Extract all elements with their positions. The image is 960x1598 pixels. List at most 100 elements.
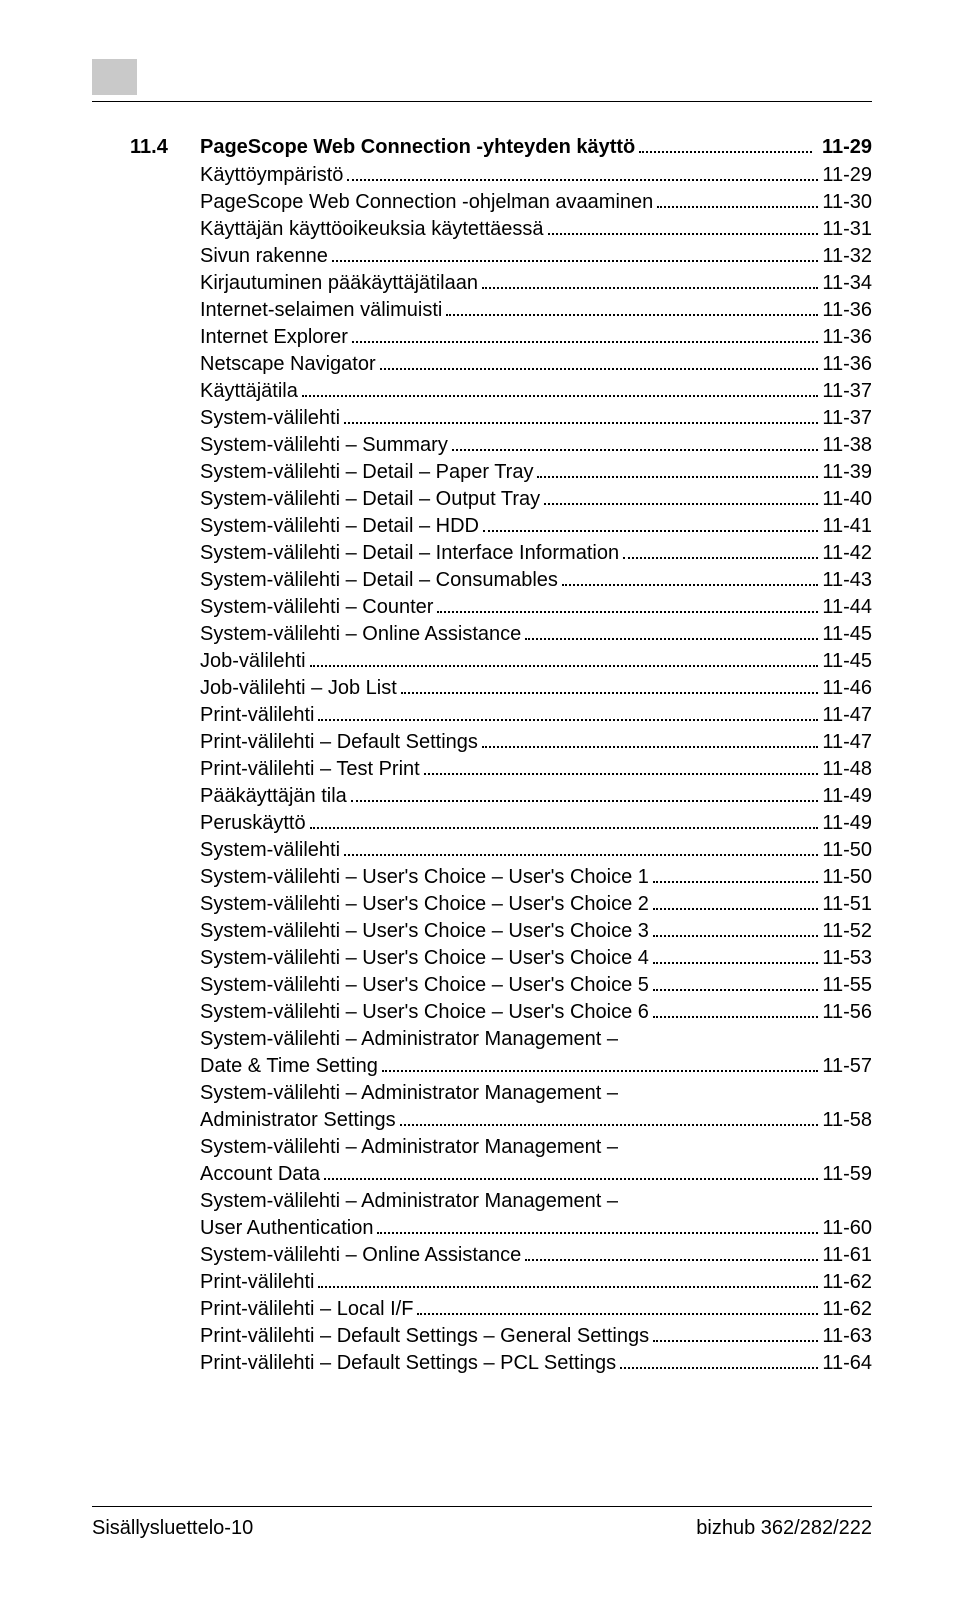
toc-entry-page: 11-29 bbox=[822, 162, 872, 189]
toc-entry-title: Pääkäyttäjän tila bbox=[200, 783, 347, 810]
toc-entry-title: System-välilehti – User's Choice – User'… bbox=[200, 945, 649, 972]
toc-entry-title: Print-välilehti bbox=[200, 1269, 314, 1296]
toc-entry-page: 11-46 bbox=[822, 675, 872, 702]
toc-entry: PageScope Web Connection -ohjelman avaam… bbox=[200, 189, 872, 216]
toc-entry: System-välilehti – Administrator Managem… bbox=[200, 1188, 872, 1242]
toc-entry-title: Netscape Navigator bbox=[200, 351, 376, 378]
toc-entry: System-välilehti – Online Assistance 11-… bbox=[200, 1242, 872, 1269]
toc-entry-page: 11-50 bbox=[822, 864, 872, 891]
toc-entry-page: 11-34 bbox=[822, 270, 872, 297]
footer-left: Sisällysluettelo-10 bbox=[92, 1517, 253, 1540]
toc-entry: Käyttäjätila 11-37 bbox=[200, 378, 872, 405]
toc-entry: Job-välilehti 11-45 bbox=[200, 648, 872, 675]
toc-entry-title: System-välilehti – User's Choice – User'… bbox=[200, 999, 649, 1026]
toc-entry-title: Käyttäjän käyttöoikeuksia käytettäessä bbox=[200, 216, 544, 243]
toc-entry-title: System-välilehti – Detail – Paper Tray bbox=[200, 459, 533, 486]
toc-entry-title-line1: System-välilehti – Administrator Managem… bbox=[200, 1134, 872, 1161]
toc-entry: Sivun rakenne 11-32 bbox=[200, 243, 872, 270]
toc-entry: System-välilehti 11-37 bbox=[200, 405, 872, 432]
toc-entry: Käyttäjän käyttöoikeuksia käytettäessä 1… bbox=[200, 216, 872, 243]
toc-entry-page: 11-36 bbox=[822, 351, 872, 378]
toc-entry-title: Internet-selaimen välimuisti bbox=[200, 297, 442, 324]
toc-entry-title: System-välilehti – Detail – Output Tray bbox=[200, 486, 540, 513]
toc-entry-title-line2: Date & Time Setting bbox=[200, 1053, 378, 1080]
toc-entry-page: 11-57 bbox=[822, 1053, 872, 1080]
toc-entry: Print-välilehti – Default Settings – Gen… bbox=[200, 1323, 872, 1350]
toc-entry-page: 11-41 bbox=[822, 513, 872, 540]
header-accent-block bbox=[92, 59, 137, 95]
toc-entry-title-line2: Account Data bbox=[200, 1161, 320, 1188]
toc-entry: Print-välilehti 11-47 bbox=[200, 702, 872, 729]
toc-content: 11.4PageScope Web Connection -yhteyden k… bbox=[130, 136, 872, 1377]
toc-entry-title: System-välilehti – Counter bbox=[200, 594, 433, 621]
toc-entry-title: Print-välilehti bbox=[200, 702, 314, 729]
toc-entry: Print-välilehti – Test Print 11-48 bbox=[200, 756, 872, 783]
toc-entry-title: Käyttäjätila bbox=[200, 378, 298, 405]
toc-entry-page: 11-51 bbox=[822, 891, 872, 918]
toc-entry-page: 11-31 bbox=[822, 216, 872, 243]
toc-entry-page: 11-36 bbox=[822, 324, 872, 351]
section-page: 11-29 bbox=[822, 136, 872, 159]
toc-entry-title: System-välilehti – Summary bbox=[200, 432, 448, 459]
toc-entry: System-välilehti – User's Choice – User'… bbox=[200, 864, 872, 891]
toc-entry-title: Kirjautuminen pääkäyttäjätilaan bbox=[200, 270, 478, 297]
toc-entry-page: 11-47 bbox=[822, 702, 872, 729]
toc-entry-page: 11-62 bbox=[822, 1269, 872, 1296]
toc-entry: System-välilehti – User's Choice – User'… bbox=[200, 918, 872, 945]
toc-entry-title: System-välilehti – User's Choice – User'… bbox=[200, 864, 649, 891]
toc-entry: System-välilehti – Detail – Output Tray … bbox=[200, 486, 872, 513]
toc-entry-title: Print-välilehti – Test Print bbox=[200, 756, 420, 783]
toc-entry: System-välilehti – Detail – Consumables … bbox=[200, 567, 872, 594]
toc-entry: Käyttöympäristö 11-29 bbox=[200, 162, 872, 189]
toc-entry-title-line2: Administrator Settings bbox=[200, 1107, 396, 1134]
toc-entry-title: PageScope Web Connection -ohjelman avaam… bbox=[200, 189, 653, 216]
footer-right: bizhub 362/282/222 bbox=[696, 1517, 872, 1540]
toc-entry: Internet-selaimen välimuisti 11-36 bbox=[200, 297, 872, 324]
toc-entry-title: Peruskäyttö bbox=[200, 810, 306, 837]
toc-entry-page: 11-32 bbox=[822, 243, 872, 270]
toc-entry: Job-välilehti – Job List 11-46 bbox=[200, 675, 872, 702]
toc-entry-title: Print-välilehti – Default Settings – PCL… bbox=[200, 1350, 616, 1377]
toc-entry-page: 11-61 bbox=[822, 1242, 872, 1269]
toc-entry-page: 11-48 bbox=[822, 756, 872, 783]
toc-entry-title: System-välilehti – Online Assistance bbox=[200, 1242, 521, 1269]
toc-entry-page: 11-37 bbox=[822, 378, 872, 405]
toc-entry: System-välilehti – Detail – Paper Tray 1… bbox=[200, 459, 872, 486]
toc-entry-title: Internet Explorer bbox=[200, 324, 348, 351]
toc-entry: System-välilehti – User's Choice – User'… bbox=[200, 972, 872, 999]
toc-entry-title: System-välilehti – Detail – Consumables bbox=[200, 567, 558, 594]
toc-entry-title: System-välilehti – User's Choice – User'… bbox=[200, 918, 649, 945]
toc-entry-page: 11-53 bbox=[822, 945, 872, 972]
toc-entry: Pääkäyttäjän tila 11-49 bbox=[200, 783, 872, 810]
toc-entry-page: 11-43 bbox=[822, 567, 872, 594]
toc-entry-page: 11-36 bbox=[822, 297, 872, 324]
toc-entry-title: System-välilehti – Online Assistance bbox=[200, 621, 521, 648]
toc-entry: Print-välilehti – Local I/F 11-62 bbox=[200, 1296, 872, 1323]
toc-entry: System-välilehti – User's Choice – User'… bbox=[200, 999, 872, 1026]
toc-entry-page: 11-45 bbox=[822, 621, 872, 648]
toc-entry: System-välilehti – User's Choice – User'… bbox=[200, 945, 872, 972]
toc-list: Käyttöympäristö 11-29PageScope Web Conne… bbox=[130, 162, 872, 1377]
toc-entry-page: 11-52 bbox=[822, 918, 872, 945]
toc-entry-page: 11-38 bbox=[822, 432, 872, 459]
toc-entry: System-välilehti – Administrator Managem… bbox=[200, 1080, 872, 1134]
toc-entry-title: System-välilehti – Detail – HDD bbox=[200, 513, 479, 540]
toc-entry-page: 11-44 bbox=[822, 594, 872, 621]
toc-entry-title: Print-välilehti – Default Settings – Gen… bbox=[200, 1323, 649, 1350]
toc-entry: Internet Explorer 11-36 bbox=[200, 324, 872, 351]
toc-entry: Peruskäyttö 11-49 bbox=[200, 810, 872, 837]
toc-entry: Print-välilehti – Default Settings – PCL… bbox=[200, 1350, 872, 1377]
toc-entry-page: 11-49 bbox=[822, 783, 872, 810]
toc-entry-title: Job-välilehti – Job List bbox=[200, 675, 397, 702]
toc-entry-page: 11-45 bbox=[822, 648, 872, 675]
toc-entry-page: 11-63 bbox=[822, 1323, 872, 1350]
toc-entry: System-välilehti 11-50 bbox=[200, 837, 872, 864]
toc-entry-page: 11-40 bbox=[822, 486, 872, 513]
toc-entry-page: 11-30 bbox=[822, 189, 872, 216]
toc-entry-title: System-välilehti bbox=[200, 837, 340, 864]
toc-entry-page: 11-37 bbox=[822, 405, 872, 432]
header-rule bbox=[92, 101, 872, 102]
toc-entry-title: System-välilehti – User's Choice – User'… bbox=[200, 891, 649, 918]
toc-entry: Print-välilehti – Default Settings 11-47 bbox=[200, 729, 872, 756]
toc-entry-title-line1: System-välilehti – Administrator Managem… bbox=[200, 1026, 872, 1053]
